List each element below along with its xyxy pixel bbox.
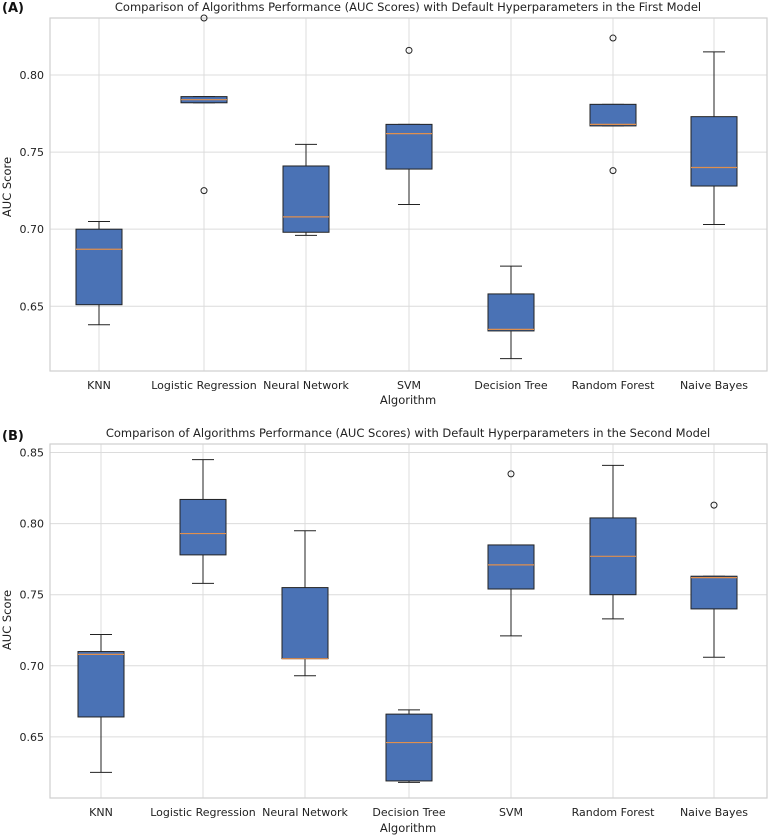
panel-b-x-tick-label: Neural Network <box>262 806 348 819</box>
panel-a-y-tick-label: 0.65 <box>20 300 45 313</box>
panel-b-box <box>77 651 125 718</box>
panel-b-x-tick-label: KNN <box>89 806 113 819</box>
panel-a-box-group <box>180 14 228 195</box>
panel-b-x-tick-label: SVM <box>499 806 523 819</box>
panel-a-title: Comparison of Algorithms Performance (AU… <box>115 0 701 14</box>
panel-b-x-tick-label: Logistic Regression <box>150 806 256 819</box>
panel-b-box <box>487 544 535 590</box>
panel-b-title: Comparison of Algorithms Performance (AU… <box>106 426 710 440</box>
panel-a-box-group <box>487 265 535 360</box>
panel-b-box <box>281 587 329 660</box>
panel-b-box-group <box>179 459 227 584</box>
panel-a-label: (A) <box>2 1 24 16</box>
panel-a-y-tick-label: 0.75 <box>20 146 45 159</box>
panel-a-box-group <box>75 220 123 326</box>
panel-b-box <box>179 498 227 556</box>
panel-b-x-tick-label: Random Forest <box>572 806 655 819</box>
panel-b-x-tick-label: Naive Bayes <box>680 806 748 819</box>
panel-a-y-axis-label: AUC Score <box>0 157 14 217</box>
panel-a-outlier-point <box>200 14 208 22</box>
panel-a-box <box>487 293 535 332</box>
panel-a-box <box>589 103 637 127</box>
panel-b-box-group <box>690 501 738 658</box>
panel-a-box-group <box>690 51 738 226</box>
panel-a-outlier-point <box>609 167 617 175</box>
panel-a-box <box>690 116 738 187</box>
panel-b-box-group <box>589 464 637 620</box>
panel-a-y-tick-label: 0.70 <box>20 223 45 236</box>
panel-a-x-tick-label: KNN <box>87 379 111 392</box>
panel-a-x-tick-label: Naive Bayes <box>680 379 748 392</box>
panel-b-label: (B) <box>2 429 24 444</box>
panel-b-box-group <box>77 634 125 773</box>
panel-b-y-tick-label: 0.75 <box>20 589 45 602</box>
panel-a-outlier-point <box>200 187 208 195</box>
panel-b: (B) Comparison of Algorithms Performance… <box>0 426 768 835</box>
panel-a-x-tick-label: SVM <box>397 379 421 392</box>
panel-a-x-tick-label: Random Forest <box>572 379 655 392</box>
panel-a-x-tick-label: Decision Tree <box>474 379 547 392</box>
panel-b-outlier-point <box>710 501 718 509</box>
panel-a-outlier-point <box>405 46 413 54</box>
panel-b-outlier-point <box>507 470 515 478</box>
panel-b-box-group <box>487 470 535 637</box>
panel-b-y-tick-label: 0.65 <box>20 731 45 744</box>
panel-a-x-tick-label: Neural Network <box>263 379 349 392</box>
panel-b-y-tick-label: 0.80 <box>20 518 45 531</box>
panel-a-x-tick-label: Logistic Regression <box>151 379 257 392</box>
panel-b-box-group <box>385 709 433 783</box>
panel-a-box-group <box>282 143 330 236</box>
panel-b-x-tick-label: Decision Tree <box>372 806 445 819</box>
panel-b-box-group <box>281 530 329 677</box>
panel-b-y-tick-label: 0.85 <box>20 447 45 460</box>
panel-b-x-axis-label: Algorithm <box>380 821 436 835</box>
panel-a-box <box>282 165 330 233</box>
panel-a-plot-frame <box>49 17 768 372</box>
panel-a-box-group <box>385 46 433 206</box>
panel-b-plot-frame <box>49 443 768 799</box>
panel-a-box <box>385 123 433 170</box>
panel-a-box-group <box>589 34 637 175</box>
panel-b-box <box>690 575 738 610</box>
panel-a-y-tick-label: 0.80 <box>20 69 45 82</box>
panel-a-x-axis-label: Algorithm <box>380 393 436 407</box>
panel-b-box <box>385 713 433 782</box>
panel-b-y-axis-label: AUC Score <box>0 590 14 650</box>
panel-a-box <box>75 228 123 306</box>
panel-a-outlier-point <box>609 34 617 42</box>
panel-b-y-tick-label: 0.70 <box>20 660 45 673</box>
panel-a: (A) Comparison of Algorithms Performance… <box>0 0 768 407</box>
